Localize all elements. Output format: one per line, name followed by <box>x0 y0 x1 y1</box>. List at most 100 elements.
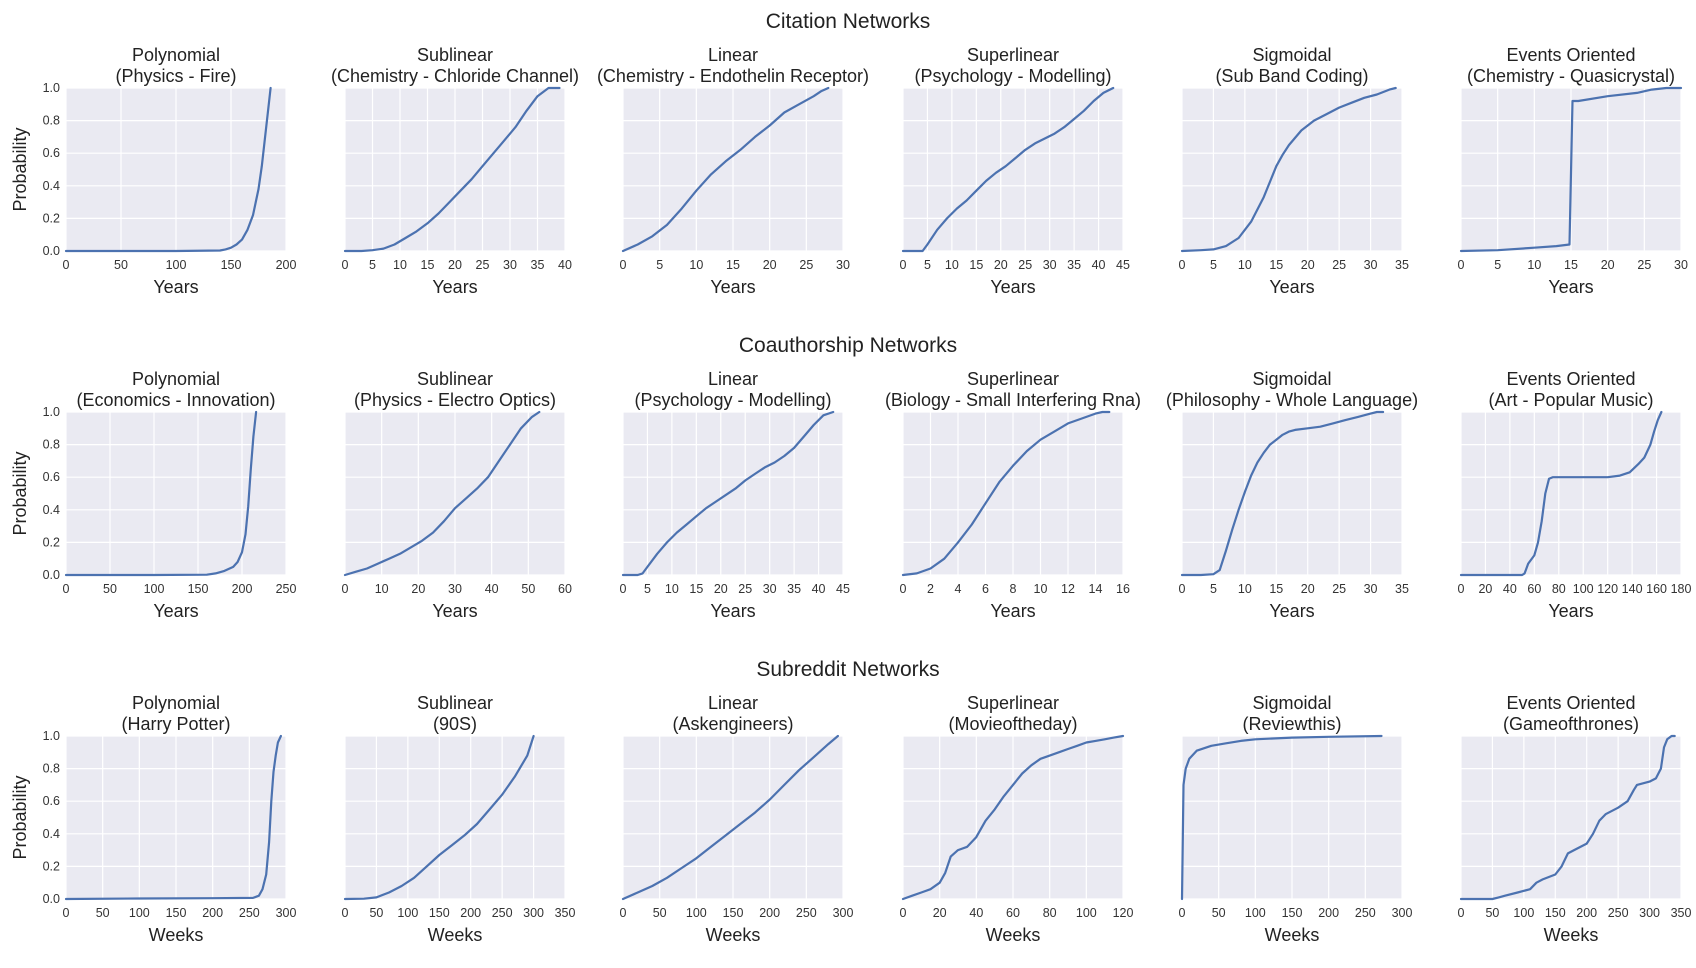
x-tick-label: 150 <box>188 582 209 596</box>
panel-title: Sublinear <box>417 693 493 713</box>
x-tick-label: 30 <box>1043 258 1057 272</box>
x-tick-label: 0 <box>1179 582 1186 596</box>
x-tick-label: 10 <box>1527 258 1541 272</box>
series-line <box>64 734 282 901</box>
x-tick-label: 60 <box>1527 582 1541 596</box>
x-tick-label: 20 <box>1301 258 1315 272</box>
x-tick-label: 350 <box>1671 906 1692 920</box>
series-line <box>343 410 541 577</box>
x-tick-label: 25 <box>1637 258 1651 272</box>
x-tick-label: 25 <box>738 582 752 596</box>
x-tick-label: 150 <box>1545 906 1566 920</box>
x-tick-label: 50 <box>103 582 117 596</box>
y-tick-label: 0.8 <box>43 438 60 452</box>
x-tick-label: 50 <box>1212 906 1226 920</box>
x-tick-label: 100 <box>166 258 187 272</box>
panel-subtitle: (Physics - Electro Optics) <box>354 390 556 410</box>
plot-area <box>345 736 565 899</box>
x-tick-label: 0 <box>620 258 627 272</box>
x-axis-label: Years <box>1269 277 1314 297</box>
x-tick-label: 5 <box>1210 258 1217 272</box>
panel-title: Linear <box>708 369 758 389</box>
panel-title: Superlinear <box>967 369 1059 389</box>
panel-subtitle: (Philosophy - Whole Language) <box>1166 390 1418 410</box>
x-axis-label: Years <box>1269 601 1314 621</box>
x-axis-label: Years <box>990 601 1035 621</box>
x-tick-label: 30 <box>503 258 517 272</box>
plot-area <box>1461 412 1681 575</box>
y-tick-label: 1.0 <box>43 81 60 95</box>
x-tick-label: 10 <box>1238 258 1252 272</box>
series-line <box>1180 734 1383 901</box>
x-tick-label: 30 <box>836 258 850 272</box>
x-tick-label: 5 <box>1210 582 1217 596</box>
x-tick-label: 0 <box>342 582 349 596</box>
x-tick-label: 100 <box>1513 906 1534 920</box>
panel-subtitle: (Chemistry - Endothelin Receptor) <box>597 66 869 86</box>
panel-subtitle: (Art - Popular Music) <box>1488 390 1653 410</box>
x-tick-label: 10 <box>689 258 703 272</box>
x-tick-label: 150 <box>166 906 187 920</box>
panel-3: Linear(Askengineers) 0 50 100 150 200 250 300 We… <box>620 693 854 945</box>
x-tick-label: 20 <box>714 582 728 596</box>
x-tick-label: 20 <box>763 258 777 272</box>
x-tick-label: 0 <box>63 906 70 920</box>
x-tick-label: 0 <box>63 258 70 272</box>
x-tick-label: 200 <box>1318 906 1339 920</box>
x-tick-label: 2 <box>927 582 934 596</box>
x-tick-label: 10 <box>375 582 389 596</box>
panel-title: Superlinear <box>967 693 1059 713</box>
row-2: Coauthorship Networks Probability Polynomi… <box>10 334 1691 621</box>
x-tick-label: 15 <box>969 258 983 272</box>
x-tick-label: 25 <box>799 258 813 272</box>
panel-subtitle: (90S) <box>433 714 477 734</box>
panel-title: Events Oriented <box>1506 693 1635 713</box>
series-line <box>64 86 272 253</box>
x-tick-label: 100 <box>1245 906 1266 920</box>
x-tick-label: 120 <box>1113 906 1134 920</box>
series-line <box>621 86 830 253</box>
x-tick-label: 120 <box>1597 582 1618 596</box>
x-tick-label: 200 <box>232 582 253 596</box>
x-tick-label: 0 <box>1458 906 1465 920</box>
panel-6: Events Oriented(Gameofthrones) 0 50 100 150 2… <box>1458 693 1692 945</box>
row-title: Subreddit Networks <box>756 658 939 681</box>
panel-4: Superlinear(Biology - Small Interfering … <box>885 369 1141 621</box>
x-axis-label: Years <box>153 601 198 621</box>
x-axis-label: Years <box>710 601 755 621</box>
x-axis-label: Years <box>1548 601 1593 621</box>
x-tick-label: 300 <box>276 906 297 920</box>
x-tick-label: 100 <box>397 906 418 920</box>
x-tick-label: 8 <box>1010 582 1017 596</box>
x-tick-label: 100 <box>144 582 165 596</box>
series-line <box>1459 410 1663 577</box>
x-tick-label: 60 <box>558 582 572 596</box>
x-tick-label: 15 <box>726 258 740 272</box>
x-tick-label: 10 <box>665 582 679 596</box>
x-axis-label: Years <box>1548 277 1593 297</box>
x-tick-label: 180 <box>1671 582 1692 596</box>
panel-1: Polynomial(Physics - Fire) 0 50 100 150 200 0.… <box>43 45 297 297</box>
x-tick-label: 35 <box>1395 258 1409 272</box>
panel-subtitle: (Sub Band Coding) <box>1215 66 1368 86</box>
y-tick-label: 0.2 <box>43 211 60 225</box>
x-tick-label: 50 <box>653 906 667 920</box>
panel-title: Polynomial <box>132 369 220 389</box>
x-tick-label: 25 <box>1018 258 1032 272</box>
panel-3: Linear(Psychology - Modelling) 0 5 10 15 20 25… <box>620 369 850 621</box>
x-tick-label: 15 <box>421 258 435 272</box>
panel-title: Sigmoidal <box>1252 369 1331 389</box>
x-tick-label: 5 <box>644 582 651 596</box>
x-tick-label: 30 <box>1364 258 1378 272</box>
x-axis-label: Weeks <box>1544 925 1599 945</box>
x-tick-label: 20 <box>411 582 425 596</box>
x-tick-label: 45 <box>836 582 850 596</box>
x-tick-label: 25 <box>1332 258 1346 272</box>
panel-title: Sublinear <box>417 45 493 65</box>
series-line <box>901 410 1111 577</box>
panel-title: Linear <box>708 45 758 65</box>
x-tick-label: 5 <box>924 258 931 272</box>
panel-title: Linear <box>708 693 758 713</box>
x-axis-label: Years <box>153 277 198 297</box>
